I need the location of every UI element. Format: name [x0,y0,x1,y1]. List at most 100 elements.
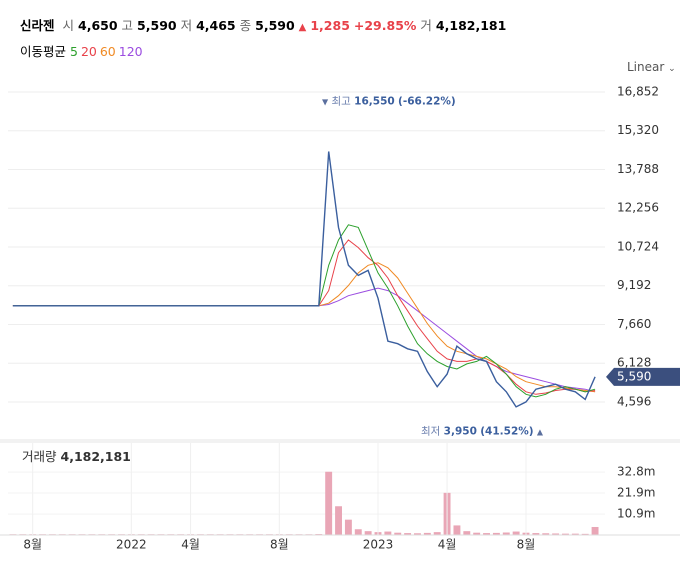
volume-bar [48,534,56,535]
stock-name: 신라젠 [20,18,55,33]
annotation-part: (-66.22%) [398,96,456,108]
volume-bar [502,532,510,535]
volume-bar [305,534,313,535]
field-value: 5,590 [255,18,295,33]
volume-bar [108,534,116,535]
volume-bar [68,534,76,535]
ma-period: 60 [99,44,116,59]
ma-periods: 5 20 60 120 [70,44,146,59]
volume-bar [157,534,165,535]
header: 신라젠 시 4,650 고 5,590 저 4,465 종 5,590 ▲ 1,285… [20,15,670,75]
annotation-part: ▲ [537,427,544,436]
volume-bar [98,534,106,535]
volume-bar [394,532,402,535]
ma-label: 이동평균 [20,44,67,59]
x-tick-label: 2022 [116,538,147,552]
volume: 4,182,181 [435,18,507,33]
field-value: 5,590 [137,18,177,33]
volume-bar [591,526,599,535]
volume-title-label: 거래량 [22,449,57,464]
annotation: 최저 3,950 (41.52%) ▲ [421,425,544,437]
ma-line: 이동평균 5 20 60 120 [20,37,670,67]
volume-bar [295,534,303,535]
volume-bar [414,533,421,535]
volume-bar [19,534,27,535]
y-tick-label: 21.9m [617,486,655,500]
y-tick-label: 4,596 [617,394,651,408]
volume-bar [58,534,66,535]
x-tick-label: 2023 [363,538,394,552]
annotation: ▼ 최고 16,550 (-66.22%) [322,96,456,108]
scale-toggle[interactable]: Linear ⌄ [627,60,676,74]
volume-bar [266,534,273,535]
quote-line: 신라젠 시 4,650 고 5,590 저 4,465 종 5,590 ▲ 1,285… [20,15,670,37]
volume-bar [78,534,86,535]
volume-bar [275,534,283,535]
ohlc-fields: 시 4,650 고 5,590 저 4,465 종 5,590 [59,18,295,33]
scale-mode: Linear [627,60,665,74]
volume-bar [39,534,46,535]
volume-bar [177,534,185,535]
change-marker: ▲ [298,22,307,33]
ma-period: 5 [70,44,78,59]
volume-bar [374,532,382,535]
ma-period: 20 [80,44,97,59]
volume-bar [88,534,96,535]
ma-line [12,239,596,395]
y-tick-label: 12,256 [617,201,659,215]
volume-bar [187,534,194,535]
volume-bar [29,534,37,535]
volume-bar [354,529,362,535]
volume-bar [344,519,352,535]
volume-bar [335,506,342,535]
volume-bar [571,533,579,535]
volume-bar [433,532,441,535]
x-tick-label: 8월 [270,538,289,552]
x-tick-label: 4월 [438,538,457,552]
y-tick-label: 10.9m [617,507,655,521]
volume-bar [147,534,155,535]
y-tick-label: 16,852 [617,84,659,98]
field-label: 고 [121,18,134,33]
volume-bar [236,534,244,535]
y-tick-label: 6,128 [617,356,651,370]
volume-bar [127,534,135,535]
price-line [12,151,596,408]
x-tick-label: 4월 [181,538,200,552]
volume-bar [216,534,224,535]
volume-title-value: 4,182,181 [61,449,131,464]
volume-bar [453,525,461,535]
volume-bar [532,533,540,535]
volume-bar [483,533,490,535]
y-tick-label: 15,320 [617,123,659,137]
volume-title: 거래량 4,182,181 [22,449,131,464]
y-tick-label: 9,192 [617,278,651,292]
volume-bar [285,534,293,535]
volume-bar [9,534,17,535]
volume-bar [492,532,500,535]
volume-bar [581,533,589,535]
volume-bar [552,533,560,535]
ma-line [12,287,596,393]
volume-bar [473,532,481,535]
x-tick-label: 8월 [23,538,42,552]
volume-bar [325,471,333,535]
y-tick-label: 32.8m [617,465,655,479]
annotation-part: (41.52%) [480,425,533,437]
volume-bar [196,534,204,535]
annotation-part: 3,950 [444,425,477,437]
field-value: 4,465 [196,18,236,33]
annotation-part: 최고 [332,96,352,108]
volume-bar [562,533,569,535]
ma-line [12,262,596,393]
volume-bar [315,534,323,535]
volume-bar [384,531,392,535]
chevron: ⌄ [668,64,676,74]
field-value: 4,650 [78,18,118,33]
field-label: 저 [180,18,193,33]
annotation-part: ▼ [322,97,329,106]
ma-line [12,224,596,398]
field-label: 종 [239,18,252,33]
y-tick-label: 7,660 [617,317,651,331]
field-label: 시 [62,18,75,33]
